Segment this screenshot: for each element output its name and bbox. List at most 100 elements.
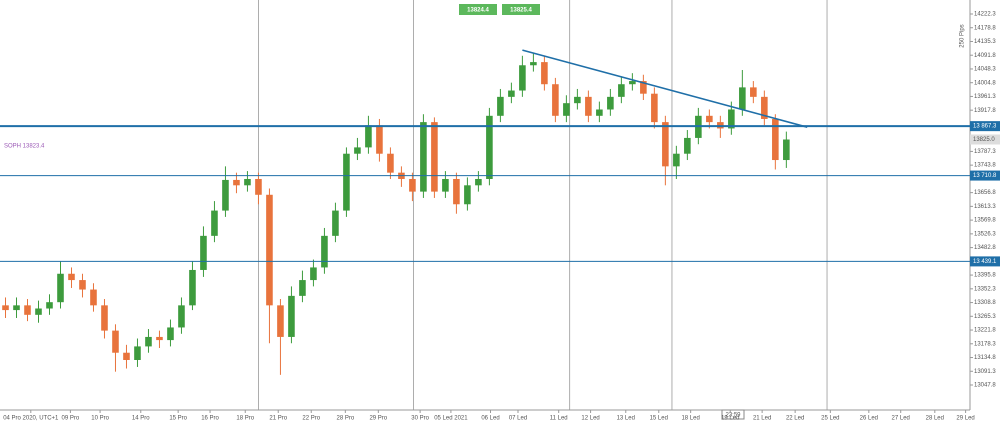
candle-body (728, 109, 735, 129)
candle-body (409, 178, 416, 192)
candle-body (486, 115, 493, 179)
ruler-label: 250 Pips (960, 24, 966, 47)
candle-body (112, 330, 119, 353)
x-tick-label: 18 Pro (236, 416, 254, 422)
candle-body (508, 90, 515, 97)
candle-body (288, 295, 295, 337)
candle-body (178, 305, 185, 328)
candle-body (343, 153, 350, 211)
level-box (970, 170, 1000, 181)
current-price-box (970, 134, 1000, 145)
level-box (970, 121, 1000, 132)
indicator-label: SOPH 13823.4 (4, 144, 45, 150)
candle-body (101, 305, 108, 331)
x-tick-label: 28 Led (926, 416, 944, 422)
candle-body (772, 118, 779, 161)
candle-body (68, 273, 75, 281)
candle-body (332, 210, 339, 236)
candle-body (365, 125, 372, 148)
x-tick-label: 13 Led (617, 416, 635, 422)
candle-body (464, 185, 471, 205)
y-tick-label: 14135.3 (974, 39, 996, 45)
x-tick-label: 06 Led (481, 416, 499, 422)
candle-body (123, 352, 130, 360)
candle-body (90, 289, 97, 306)
level-label: 13 710.8 (973, 173, 997, 179)
y-tick-label: 13526.3 (974, 231, 996, 237)
current-price-label: 13825.0 (973, 137, 995, 143)
candle-body (222, 179, 229, 211)
candle-body (244, 178, 251, 186)
buy-price[interactable]: 13825.4 (510, 8, 532, 14)
candle-body (640, 81, 647, 94)
candle-body (277, 305, 284, 337)
x-tick-label: 16 Pro (201, 416, 219, 422)
x-tick-label: 21 Pro (269, 416, 287, 422)
y-tick-label: 13917.8 (974, 108, 996, 114)
buy-button[interactable] (502, 4, 540, 15)
candle-body (376, 125, 383, 154)
candle-body (563, 103, 570, 116)
time-box (721, 409, 745, 420)
x-tick-label: 15 Pro (169, 416, 187, 422)
candle-body (200, 235, 207, 270)
candle-body (431, 122, 438, 192)
candle-body (354, 147, 361, 154)
x-tick-label: 15 Led (650, 416, 668, 422)
candle-body (24, 305, 31, 315)
x-tick-label: 05 Led 2021 (434, 416, 468, 422)
candle-body (255, 178, 262, 195)
time-label: 23:59 (725, 413, 741, 419)
y-tick-label: 14091.8 (974, 53, 996, 59)
y-tick-label: 14178.8 (974, 25, 996, 31)
x-tick-label: 29 Pro (369, 416, 387, 422)
candle-body (662, 122, 669, 167)
x-tick-label: 30 Pro (411, 416, 429, 422)
y-tick-label: 13221.8 (974, 328, 996, 334)
candle-body (134, 346, 141, 360)
y-tick-label: 13569.8 (974, 218, 996, 224)
x-tick-label: 12 Led (581, 416, 599, 422)
x-tick-label: 26 Led (860, 416, 878, 422)
candle-body (651, 93, 658, 123)
candle-body (156, 336, 163, 341)
y-tick-label: 13743.8 (974, 163, 996, 169)
candle-body (541, 62, 548, 85)
candle-body (211, 210, 218, 236)
x-tick-label: 27 Led (892, 416, 910, 422)
trendline (522, 49, 808, 128)
x-tick-label: 25 Led (821, 416, 839, 422)
y-tick-label: 14222.3 (974, 12, 996, 18)
y-tick-label: 13047.8 (974, 383, 996, 389)
x-tick-label: 21 Led (753, 416, 771, 422)
y-tick-label: 13091.3 (974, 369, 996, 375)
candle-body (530, 62, 537, 66)
candle-body (167, 327, 174, 341)
y-tick-label: 14004.8 (974, 80, 996, 86)
candle-body (519, 65, 526, 91)
candle-body (596, 109, 603, 116)
candle-body (552, 84, 559, 116)
candle-body (783, 139, 790, 161)
candle-body (453, 178, 460, 205)
candle-body (673, 153, 680, 167)
x-tick-label: 18 Led (681, 416, 699, 422)
sell-button[interactable] (459, 4, 497, 15)
sell-price[interactable]: 13824.4 (467, 8, 489, 14)
candle-body (574, 96, 581, 104)
y-tick-label: 13352.3 (974, 286, 996, 292)
candle-body (13, 305, 20, 311)
candle-body (79, 280, 86, 290)
y-tick-label: 13178.3 (974, 341, 996, 347)
x-tick-label: 22 Led (786, 416, 804, 422)
y-tick-label: 13482.8 (974, 245, 996, 251)
x-tick-label: 29 Led (956, 416, 974, 422)
level-box (970, 256, 1000, 267)
candle-body (299, 280, 306, 296)
candle-body (607, 96, 614, 110)
candle-body (310, 267, 317, 281)
x-tick-label: 14 Pro (132, 416, 150, 422)
candle-body (442, 178, 449, 192)
